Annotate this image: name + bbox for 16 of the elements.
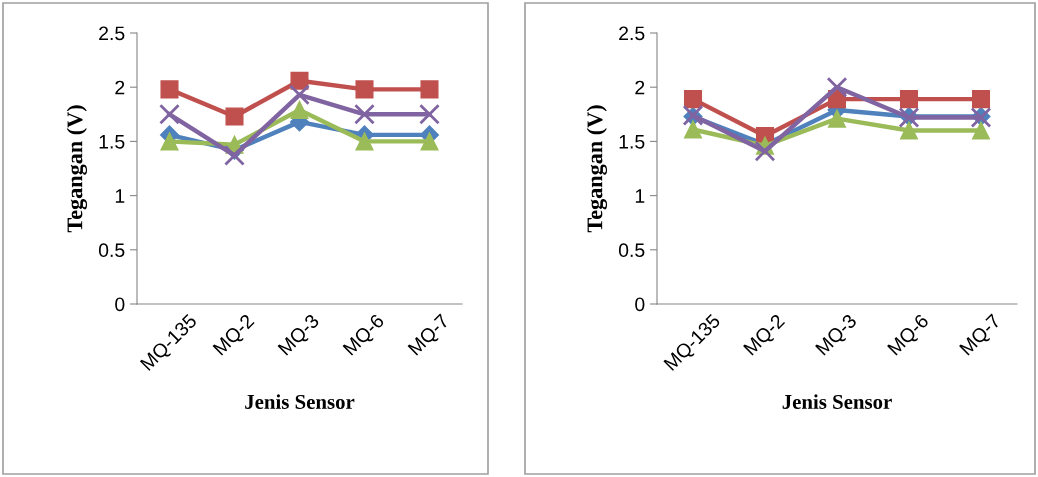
y-tick-label: 2: [115, 80, 125, 95]
y-tick-label: 0.5: [98, 243, 125, 258]
y-tick-label: 0.5: [618, 243, 645, 258]
y-tick-label: 2.5: [99, 26, 125, 41]
y-tick-label: 0: [115, 297, 125, 312]
x-axis-title: Jenis Sensor: [245, 394, 355, 409]
y-tick-label: 1.5: [99, 135, 125, 149]
y-tick-label: 1: [635, 189, 645, 203]
y-tick-label: 1: [115, 189, 125, 203]
y-tick-label: 0: [635, 297, 645, 312]
y-tick-label: 2.5: [619, 26, 645, 41]
x-axis-title: Jenis Sensor: [782, 394, 892, 409]
y-axis-title: Tegangan (V): [586, 105, 608, 233]
y-axis-title: Tegangan (V): [66, 105, 88, 233]
y-tick-label: 1.5: [619, 135, 645, 149]
y-tick-label: 2: [635, 80, 645, 95]
